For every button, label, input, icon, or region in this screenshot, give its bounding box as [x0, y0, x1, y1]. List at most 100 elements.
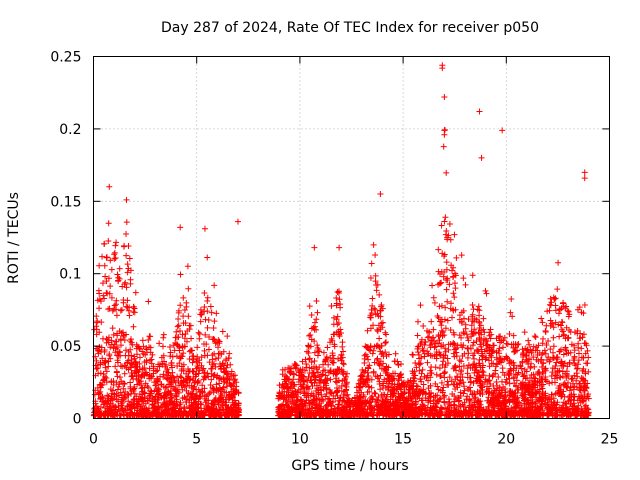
roti-point — [96, 305, 103, 312]
roti-point — [320, 410, 327, 417]
roti-point — [290, 381, 297, 388]
roti-point — [435, 246, 442, 253]
roti-point — [361, 352, 368, 359]
roti-point — [102, 373, 109, 380]
roti-point — [180, 367, 187, 374]
roti-point — [380, 353, 387, 360]
roti-point — [431, 406, 438, 413]
roti-point — [476, 356, 483, 363]
roti-point — [393, 412, 400, 419]
roti-point — [563, 383, 570, 390]
roti-point — [442, 214, 449, 221]
roti-point — [108, 266, 115, 273]
roti-point — [449, 274, 456, 281]
roti-point — [488, 392, 495, 399]
roti-point — [199, 366, 206, 373]
roti-point — [417, 302, 424, 309]
roti-point — [435, 386, 442, 393]
roti-point — [533, 356, 540, 363]
roti-point — [105, 238, 112, 245]
roti-point — [575, 361, 582, 368]
roti-point — [444, 378, 451, 385]
roti-point — [460, 379, 467, 386]
roti-point — [141, 364, 148, 371]
roti-point — [461, 330, 468, 337]
roti-point — [442, 404, 449, 411]
roti-point — [382, 329, 389, 336]
roti-point — [447, 305, 454, 312]
roti-point — [554, 286, 561, 293]
roti-point — [113, 312, 120, 319]
roti-point — [356, 383, 363, 390]
roti-point — [569, 380, 576, 387]
roti-point — [489, 373, 496, 380]
roti-point — [169, 374, 176, 381]
roti-point — [120, 385, 127, 392]
roti-point — [130, 386, 137, 393]
roti-point — [147, 390, 154, 397]
roti-point — [276, 410, 283, 417]
roti-point — [290, 376, 297, 383]
roti-point — [98, 344, 105, 351]
roti-point — [164, 408, 171, 415]
roti-point — [374, 355, 381, 362]
roti-peak-point — [439, 65, 446, 72]
roti-point — [330, 370, 337, 377]
roti-point — [327, 367, 334, 374]
roti-point — [328, 358, 335, 364]
roti-point — [445, 232, 452, 239]
roti-point — [324, 375, 331, 382]
roti-point — [127, 346, 134, 353]
roti-point — [454, 374, 461, 381]
roti-point — [305, 343, 312, 350]
roti-point — [476, 373, 483, 380]
y-tick-label: 0 — [73, 412, 82, 428]
roti-point — [122, 389, 129, 396]
roti-point — [177, 373, 184, 380]
roti-point — [574, 306, 581, 313]
roti-point — [336, 408, 343, 415]
roti-point — [224, 333, 231, 340]
x-tick-label: 10 — [291, 432, 309, 448]
roti-point — [127, 338, 134, 345]
roti-point — [483, 389, 490, 396]
roti-point — [539, 391, 546, 398]
roti-point — [370, 369, 377, 376]
roti-point — [316, 396, 323, 403]
roti-point — [201, 385, 208, 392]
roti-point — [112, 363, 119, 370]
roti-point — [98, 348, 105, 355]
roti-point — [493, 335, 500, 342]
roti-point — [301, 378, 308, 385]
roti-point — [437, 395, 444, 402]
roti-point — [197, 306, 204, 313]
roti-point — [369, 295, 376, 302]
roti-point — [336, 296, 343, 303]
roti-point — [322, 358, 329, 365]
roti-point — [383, 393, 390, 400]
roti-point — [477, 398, 484, 405]
x-tick-label: 0 — [89, 432, 98, 448]
roti-point — [525, 389, 532, 396]
roti-point — [533, 412, 540, 419]
roti-point — [322, 393, 329, 400]
roti-point — [465, 386, 472, 393]
roti-point — [498, 402, 505, 409]
roti-point — [112, 255, 119, 262]
roti-point — [469, 311, 476, 318]
roti-point — [121, 336, 128, 343]
roti-point — [340, 368, 347, 375]
roti-point — [567, 384, 574, 391]
roti-point — [120, 411, 127, 418]
roti-point — [507, 359, 514, 366]
roti-point — [566, 311, 573, 318]
roti-point — [538, 364, 545, 371]
roti-point — [563, 350, 570, 357]
roti-point — [111, 410, 118, 417]
roti-point — [210, 373, 217, 380]
roti-point — [555, 310, 562, 317]
roti-point — [364, 389, 371, 396]
roti-point — [372, 398, 379, 405]
roti-point — [543, 341, 550, 348]
